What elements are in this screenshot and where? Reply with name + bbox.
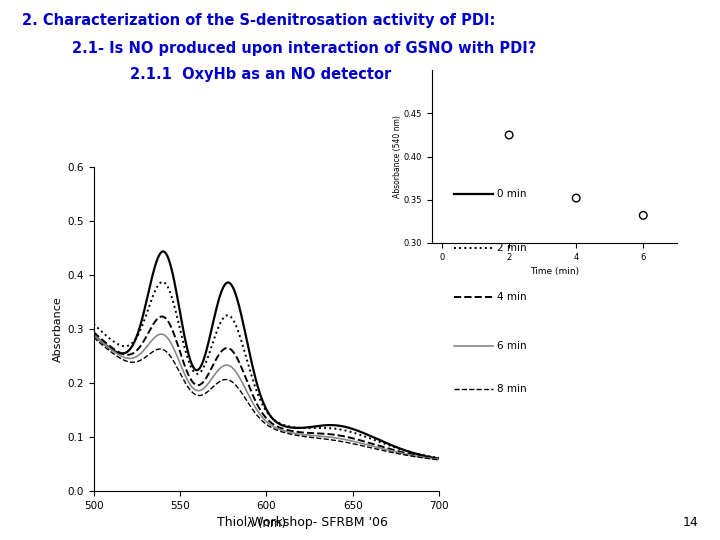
- Text: 8 min: 8 min: [497, 384, 526, 394]
- Text: 2.1.1  OxyHb as an NO detector: 2.1.1 OxyHb as an NO detector: [130, 68, 391, 83]
- Y-axis label: Absorbance (540 nm): Absorbance (540 nm): [393, 115, 402, 198]
- Point: [570, 194, 582, 202]
- X-axis label: λ (nm): λ (nm): [247, 517, 286, 530]
- Point: [503, 131, 515, 139]
- Text: 2 min: 2 min: [497, 244, 526, 253]
- Text: 4 min: 4 min: [497, 292, 526, 302]
- Text: 0 min: 0 min: [497, 190, 526, 199]
- X-axis label: Time (min): Time (min): [530, 267, 579, 276]
- Text: Thiol Workshop- SFRBM '06: Thiol Workshop- SFRBM '06: [217, 516, 388, 529]
- Point: [637, 211, 649, 220]
- Y-axis label: Absorbance: Absorbance: [53, 296, 63, 362]
- Text: 6 min: 6 min: [497, 341, 526, 350]
- Text: 2.1- Is NO produced upon interaction of GSNO with PDI?: 2.1- Is NO produced upon interaction of …: [72, 40, 536, 56]
- Text: 2. Characterization of the S-denitrosation activity of PDI:: 2. Characterization of the S-denitrosati…: [22, 14, 495, 29]
- Text: 14: 14: [683, 516, 698, 529]
